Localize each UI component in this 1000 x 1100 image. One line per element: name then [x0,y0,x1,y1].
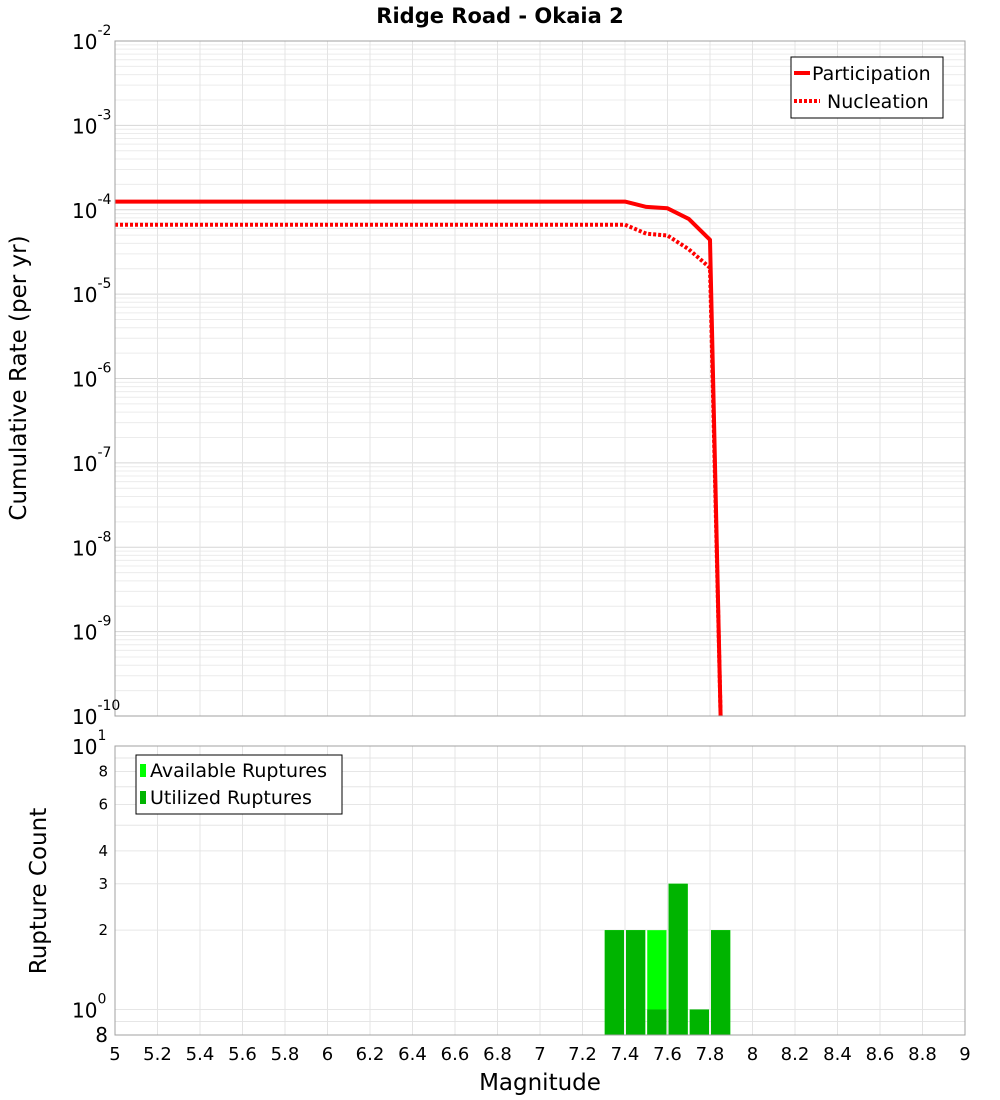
count-y-tick-label: 101 [72,728,106,759]
magnitude-x-tick-label: 5 [109,1044,120,1065]
legend-nucleation: Nucleation [827,91,929,113]
magnitude-x-tick-label: 8.4 [823,1044,852,1065]
magnitude-x-tick-label: 7.2 [568,1044,597,1065]
available-rupture-bar [647,930,667,1035]
rate-y-tick-label: 10-7 [72,445,111,476]
utilized-rupture-bar [647,1009,667,1035]
rate-y-tick-label: 10-5 [72,276,111,307]
count-y-tick-exponent: 1 [97,728,106,744]
count-y-tick-label: 2 [98,921,108,939]
magnitude-x-tick-label: 7.4 [611,1044,640,1065]
magnitude-x-tick-label: 5.8 [271,1044,300,1065]
rate-y-tick-label: 10-6 [72,361,112,392]
count-legend-box [135,754,343,815]
utilized-rupture-bar [689,1009,709,1035]
legend-participation: Participation [812,63,931,85]
count-y-tick-exponent: 0 [97,991,106,1007]
rate-plot-series [115,199,723,717]
count-y-axis-label: Rupture Count [26,808,52,974]
rate-y-tick-label: 10-10 [72,698,120,729]
utilized-rupture-bar [626,930,646,1035]
magnitude-x-tick-label: 5.2 [143,1044,172,1065]
magnitude-x-tick-label: 9 [959,1044,970,1065]
count-bars [604,883,731,1035]
magnitude-x-tick-label: 6.2 [356,1044,385,1065]
chart-title: Ridge Road - Okaia 2 [376,4,623,28]
magnitude-x-tick-label: 7.6 [653,1044,682,1065]
magnitude-x-tick-label: 8.8 [908,1044,937,1065]
magnitude-x-tick-label: 8 [747,1044,758,1065]
magnitude-x-tick-label: 6 [322,1044,333,1065]
count-y-tick-label: 3 [98,875,108,893]
rate-y-tick-exponent: -3 [97,107,111,123]
rate-y-tick-exponent: -2 [97,23,111,39]
nucleation-line [115,222,723,717]
magnitude-x-ticks: 5 5.2 5.4 5.6 5.8 6 6.2 6.4 6.6 6.8 7 7.2 7.4 7.6 7.8 8… [109,1044,970,1065]
magnitude-x-tick-label: 5.4 [186,1044,215,1065]
rate-y-tick-exponent: -9 [97,614,111,630]
rate-y-tick-exponent: -10 [97,698,120,714]
rate-y-ticks: 10-10 10-9 10-8 10-7 10-6 10-5 10-4 10-3 10-2 [72,23,120,729]
rate-y-tick-label: 10-2 [72,23,111,54]
magnitude-x-tick-label: 6.8 [483,1044,512,1065]
legend-available: Available Ruptures [150,760,327,782]
rate-y-tick-exponent: -7 [97,445,111,461]
utilized-rupture-bar [711,930,731,1035]
rate-y-tick-exponent: -6 [97,361,111,377]
count-y-tick-label: 6 [98,795,108,813]
legend-utilized: Utilized Ruptures [150,787,312,809]
rate-y-tick-exponent: -8 [97,529,111,545]
rate-plot-frame [114,40,966,717]
count-y-tick-label: 8 [95,1023,108,1047]
available-legend-swatch [140,764,146,777]
rate-y-tick-label: 10-8 [72,529,111,560]
utilized-legend-swatch [140,791,146,804]
count-y-tick-label: 8 [98,763,108,781]
participation-line [115,199,723,717]
rate-y-axis-label: Cumulative Rate (per yr) [6,235,32,520]
x-axis-label: Magnitude [479,1070,601,1096]
magnitude-x-tick-label: 7 [534,1044,545,1065]
rate-legend: Participation Nucleation [790,56,944,119]
rate-plot-panel: 10-10 10-9 10-8 10-7 10-6 10-5 10-4 10-3 10-2 Cu… [6,23,966,729]
rate-y-tick-exponent: -4 [97,192,111,208]
count-y-tick-label: 100 [72,991,106,1022]
magnitude-x-tick-label: 8.2 [781,1044,810,1065]
count-y-tick-label: 4 [98,842,108,860]
rate-y-tick-label: 10-9 [72,614,111,645]
rate-legend-box [790,56,944,119]
magnitude-x-tick-label: 8.6 [866,1044,895,1065]
count-legend: Available Ruptures Utilized Ruptures [135,754,343,815]
utilized-rupture-bar [668,883,688,1035]
magnitude-x-tick-label: 6.6 [441,1044,470,1065]
rate-plot-grid [114,40,966,717]
magnitude-x-tick-label: 7.8 [696,1044,725,1065]
rate-y-tick-label: 10-3 [72,107,111,138]
utilized-rupture-bar [604,930,624,1035]
magnitude-x-tick-label: 6.4 [398,1044,427,1065]
rate-y-tick-exponent: -5 [97,276,111,292]
rate-y-tick-label: 10-4 [72,192,112,223]
magnitude-x-tick-label: 5.6 [228,1044,257,1065]
count-plot-frame [114,745,966,1036]
